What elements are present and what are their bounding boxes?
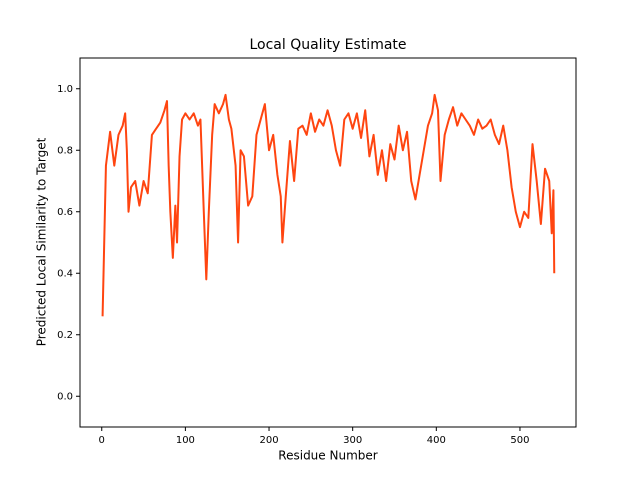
x-tick-label: 0 xyxy=(99,435,105,446)
data-line xyxy=(101,93,556,317)
y-axis-label: Predicted Local Similarity to Target xyxy=(35,137,49,346)
x-tick-label: 300 xyxy=(343,435,362,446)
chart-title: Local Quality Estimate xyxy=(249,37,406,53)
y-tick-label: 0.6 xyxy=(57,207,73,218)
y-tick-label: 1.0 xyxy=(57,84,73,95)
x-tick-label: 400 xyxy=(427,435,446,446)
y-tick-label: 0.8 xyxy=(57,145,73,156)
y-tick-label: 0.0 xyxy=(57,391,73,402)
x-axis-label: Residue Number xyxy=(278,449,377,463)
y-tick-label: 0.4 xyxy=(57,268,73,279)
y-tick-label: 0.2 xyxy=(57,330,73,341)
x-tick-label: 200 xyxy=(259,435,278,446)
x-tick-label: 500 xyxy=(510,435,529,446)
axes-frame xyxy=(79,57,577,428)
x-tick-label: 100 xyxy=(176,435,195,446)
